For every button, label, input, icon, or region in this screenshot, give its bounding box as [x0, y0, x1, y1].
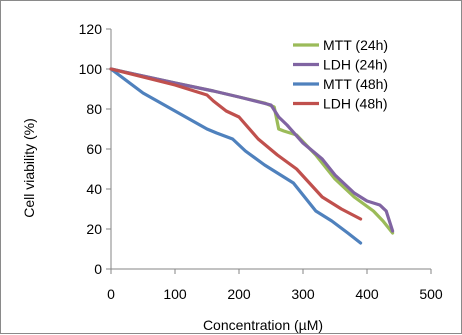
legend-label-ldh-24h: LDH (24h) [323, 57, 388, 73]
y-tick-label: 120 [79, 21, 103, 37]
series-lines [109, 67, 395, 245]
series-line-ldh-48h [109, 67, 363, 221]
y-tick-label: 60 [86, 141, 102, 157]
legend-label-mtt-24h: MTT (24h) [323, 37, 388, 53]
x-tick-label: 0 [107, 286, 115, 302]
legend-label-mtt-48h: MTT (48h) [323, 76, 388, 92]
x-tick-label: 200 [227, 286, 251, 302]
axes: 0 20 40 60 80 100 120 0 100 200 300 400 500 [79, 21, 443, 302]
y-tick-label: 80 [86, 101, 102, 117]
y-tick-label: 0 [94, 261, 102, 277]
y-tick-label: 100 [79, 61, 103, 77]
legend: MTT (24h) LDH (24h) MTT (48h) LDH (48h) [293, 37, 388, 112]
x-tick-label: 500 [419, 286, 443, 302]
x-tick-label: 100 [163, 286, 187, 302]
x-tick-label: 400 [355, 286, 379, 302]
legend-label-ldh-48h: LDH (48h) [323, 96, 388, 112]
series-line-mtt-24h [109, 67, 395, 235]
series-line-mtt-48h [109, 67, 363, 245]
y-tick-label: 20 [86, 221, 102, 237]
y-axis-title: Cell viability (%) [21, 118, 37, 218]
y-tick-label: 40 [86, 181, 102, 197]
series-line-ldh-24h [109, 67, 395, 233]
x-axis-title: Concentration (µM) [203, 317, 323, 333]
x-tick-label: 300 [291, 286, 315, 302]
